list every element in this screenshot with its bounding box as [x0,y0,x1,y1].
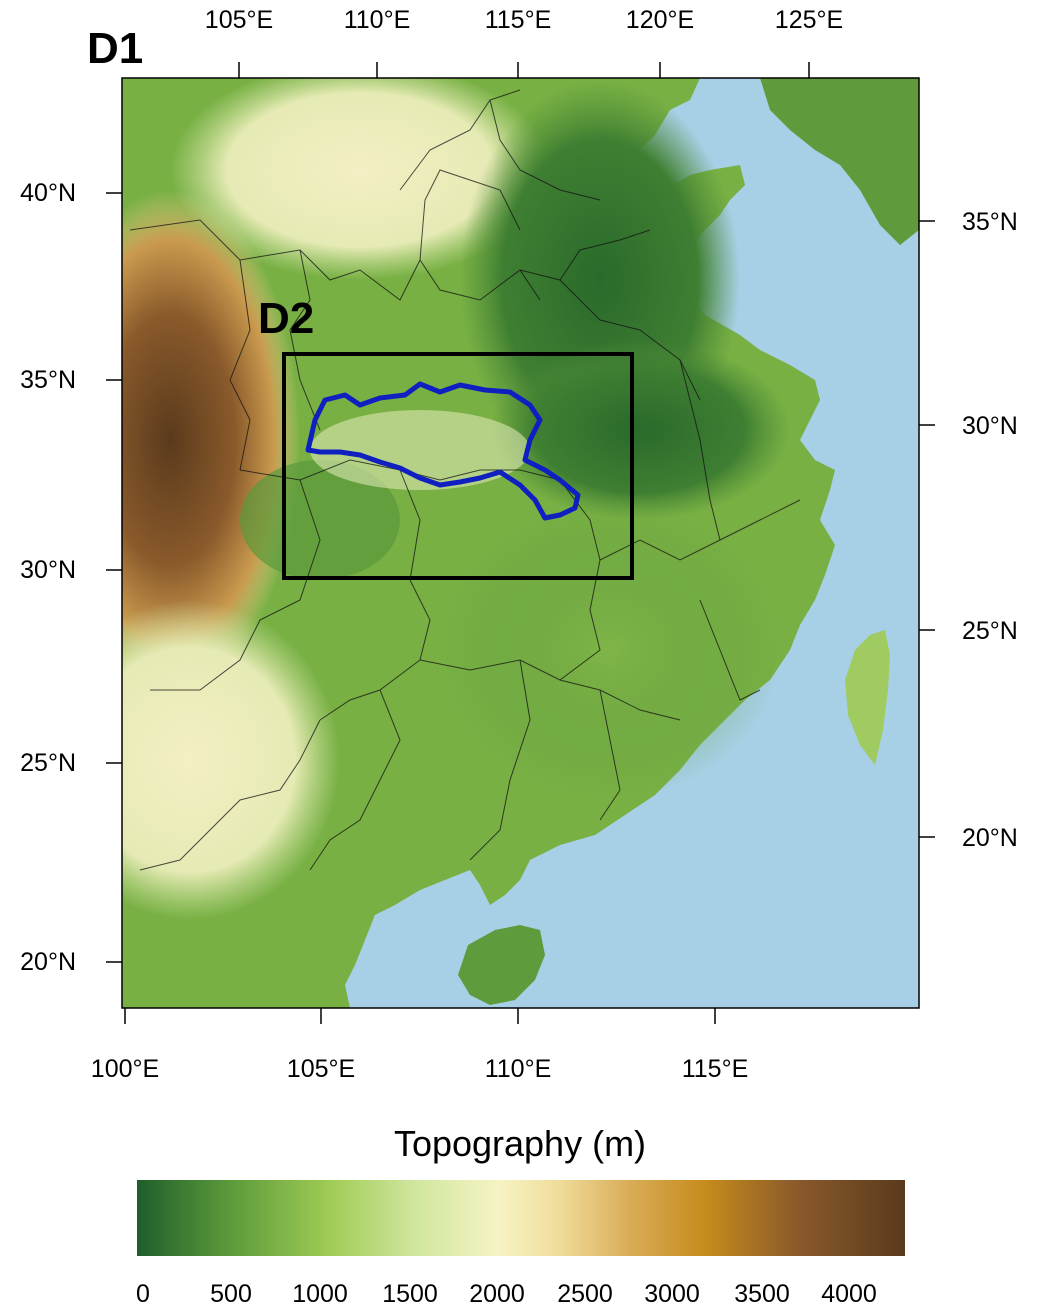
top-tick-label: 115°E [485,6,552,34]
right-axis-labels: 35°N 30°N 25°N 20°N [962,208,1018,852]
tibetan-plateau [122,190,300,690]
top-tick-label: 105°E [205,6,273,34]
right-axis [919,220,935,838]
colorbar-tick-label: 2000 [469,1280,525,1308]
top-tick-label: 120°E [626,6,694,34]
colorbar-tick-label: 3000 [644,1280,700,1308]
southeast-hills [440,500,780,800]
left-axis-labels: 40°N 35°N 30°N 25°N 20°N [20,179,76,976]
sichuan-basin [240,460,400,580]
bottom-axis-labels: 100°E 105°E 110°E 115°E [91,1055,748,1083]
left-tick-label: 25°N [20,749,76,777]
left-tick-label: 35°N [20,366,76,394]
bottom-axis [124,1008,716,1024]
colorbar-tick-label: 1000 [292,1280,348,1308]
qinling-mountains [310,410,530,490]
right-tick-label: 35°N [962,208,1018,236]
taiwan-island [845,630,890,765]
top-tick-label: 125°E [775,6,843,34]
top-axis [238,62,810,78]
top-tick-label: 110°E [344,6,411,34]
loess-plateau [170,78,550,280]
bottom-tick-label: 115°E [682,1055,749,1083]
left-tick-label: 30°N [20,556,76,584]
panel-label: D1 [87,24,143,73]
right-tick-label: 20°N [962,824,1018,852]
colorbar-title: Topography (m) [394,1123,646,1164]
province-borders [129,89,801,871]
colorbar-tick-label: 3500 [734,1280,790,1308]
colorbar-tick-label: 0 [136,1280,150,1308]
map-frame [121,77,920,1009]
map-area [122,78,919,1008]
left-tick-label: 20°N [20,948,76,976]
korean-peninsula [760,78,919,245]
river-basin-outline [305,381,581,521]
right-tick-label: 30°N [962,412,1018,440]
colorbar [137,1180,905,1256]
colorbar-tick-label: 1500 [382,1280,438,1308]
top-axis-labels: 105°E 110°E 115°E 120°E 125°E [205,6,843,34]
bottom-tick-label: 100°E [91,1055,159,1083]
yunnan-guizhou-highland [122,600,340,920]
yangtze-plain [490,340,790,520]
d2-label: D2 [258,294,314,343]
hainan-island [458,925,545,1005]
colorbar-labels: 0 500 1000 1500 2000 2500 3000 3500 4000 [136,1280,877,1308]
d2-domain-box [282,352,634,580]
colorbar-tick-label: 4000 [821,1280,877,1308]
bottom-tick-label: 105°E [287,1055,355,1083]
bottom-tick-label: 110°E [485,1055,552,1083]
left-axis [106,192,122,963]
colorbar-tick-label: 500 [210,1280,252,1308]
colorbar-tick-label: 2500 [557,1280,613,1308]
right-tick-label: 25°N [962,617,1018,645]
left-tick-label: 40°N [20,179,76,207]
